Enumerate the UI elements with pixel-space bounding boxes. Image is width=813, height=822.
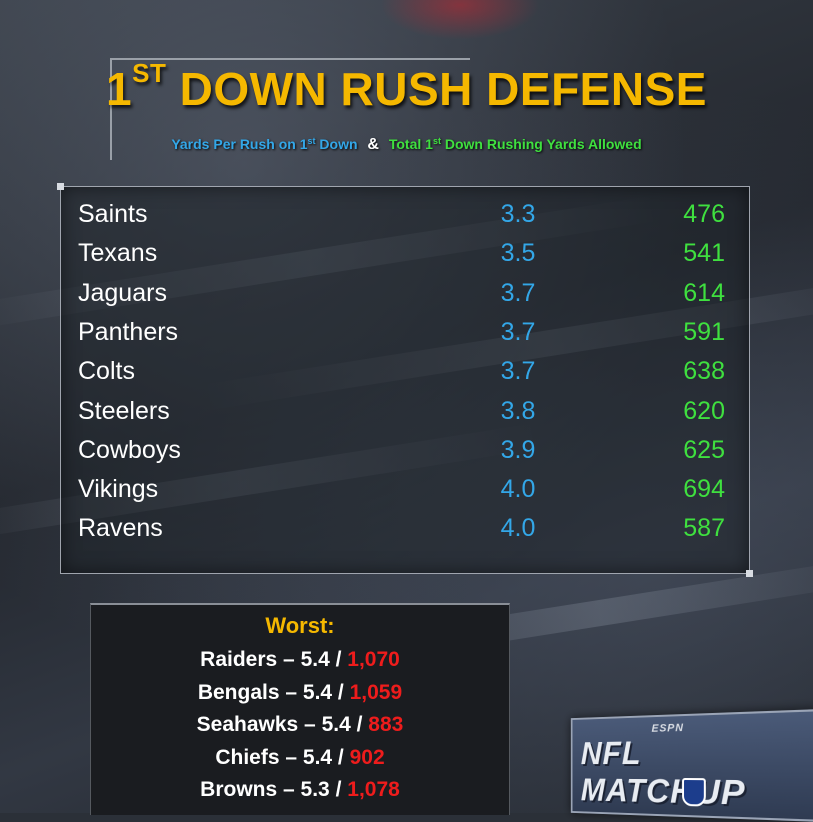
worst-separator: – — [277, 778, 301, 801]
worst-row: Seahawks – 5.4 / 883 — [91, 713, 509, 737]
yards-per-rush-value: 3.5 — [500, 239, 536, 268]
worst-separator: – — [279, 680, 303, 704]
table-row: Cowboys 3.9 625 — [61, 436, 749, 475]
total-yards-value: 694 — [683, 475, 725, 504]
worst-yards-per-rush: 5.4 — [302, 745, 333, 769]
rankings-table: Saints 3.3 476 Texans 3.5 541 Jaguars 3.7 614 Pan… — [57, 183, 753, 577]
frame-line-top — [110, 58, 470, 60]
worst-row: Chiefs – 5.4 / 902 — [91, 746, 509, 770]
worst-yards-per-rush: 5.4 — [300, 648, 330, 671]
total-yards-value: 476 — [683, 200, 725, 228]
worst-team-name: Browns — [200, 778, 278, 801]
total-yards-value: 638 — [683, 357, 725, 386]
total-yards-value: 620 — [683, 396, 725, 425]
team-name: Vikings — [78, 475, 159, 504]
total-yards-value: 541 — [683, 239, 725, 268]
worst-team-name: Chiefs — [215, 745, 280, 769]
table-row: Steelers 3.8 620 — [61, 397, 749, 436]
team-name: Texans — [78, 239, 158, 268]
worst-row: Browns – 5.3 / 1,078 — [91, 778, 509, 802]
worst-total-yards: 1,059 — [349, 680, 403, 704]
worst-total-yards: 902 — [349, 745, 385, 769]
subtitle-ampersand: & — [367, 136, 379, 153]
worst-yards-per-rush: 5.4 — [321, 713, 351, 736]
table-row: Jaguars 3.7 614 — [61, 279, 749, 318]
total-yards-value: 614 — [683, 278, 725, 307]
chart-title: 1ST DOWN RUSH DEFENSE — [106, 58, 707, 115]
worst-slash: / — [329, 778, 348, 801]
worst-row: Bengals – 5.4 / 1,059 — [91, 681, 509, 705]
team-name: Colts — [78, 357, 135, 386]
team-name: Jaguars — [78, 278, 167, 307]
table-row: Vikings 4.0 694 — [61, 475, 749, 514]
yards-per-rush-value: 3.3 — [500, 200, 536, 228]
nfl-shield-icon — [682, 777, 706, 807]
yards-per-rush-value: 3.7 — [500, 317, 536, 346]
worst-slash: / — [332, 680, 350, 704]
worst-total-yards: 883 — [368, 713, 404, 736]
worst-team-name: Raiders — [200, 648, 278, 671]
worst-team-name: Bengals — [197, 680, 280, 704]
worst-team-name: Seahawks — [196, 713, 299, 736]
logo-network: ESPN — [651, 722, 684, 735]
yards-per-rush-value: 4.0 — [500, 514, 536, 543]
chart-subtitle: Yards Per Rush on 1st Down & Total 1st D… — [0, 136, 813, 154]
worst-total-yards: 1,078 — [347, 778, 400, 801]
table-row: Texans 3.5 541 — [61, 239, 749, 278]
worst-slash: / — [350, 713, 369, 736]
worst-slash: / — [329, 648, 348, 671]
worst-total-yards: 1,070 — [347, 648, 400, 671]
worst-slash: / — [332, 745, 350, 769]
worst-row: Raiders – 5.4 / 1,070 — [91, 648, 509, 672]
table-row: Panthers 3.7 591 — [61, 318, 749, 357]
worst-yards-per-rush: 5.4 — [302, 680, 333, 704]
total-yards-value: 591 — [683, 317, 725, 346]
worst-separator: – — [279, 745, 303, 769]
worst-title: Worst: — [265, 613, 335, 638]
table-corner — [746, 570, 753, 577]
team-name: Steelers — [78, 396, 170, 425]
table-corner — [57, 183, 64, 190]
yards-per-rush-value: 3.8 — [500, 396, 536, 425]
yards-per-rush-value: 3.9 — [500, 435, 536, 464]
background-glow — [380, 0, 540, 40]
nfl-matchup-logo: ESPN NFL MATCHUP — [570, 709, 813, 822]
total-yards-value: 625 — [683, 435, 725, 464]
yards-per-rush-value: 3.7 — [500, 278, 536, 307]
team-name: Saints — [78, 200, 148, 228]
frame-line-left — [110, 58, 112, 160]
yards-per-rush-value: 3.7 — [500, 357, 536, 386]
team-name: Ravens — [78, 514, 163, 543]
subtitle-total-yards: Total 1st Down Rushing Yards Allowed — [388, 136, 642, 152]
total-yards-value: 587 — [683, 514, 725, 543]
team-name: Cowboys — [78, 435, 181, 464]
worst-yards-per-rush: 5.3 — [300, 778, 330, 801]
worst-panel: Worst: Raiders – 5.4 / 1,070 Bengals – 5.… — [90, 603, 510, 815]
table-row: Saints 3.3 476 — [61, 200, 749, 239]
subtitle-yards-per-rush: Yards Per Rush on 1st Down — [171, 136, 358, 152]
team-name: Panthers — [78, 317, 179, 346]
table-row: Colts 3.7 638 — [61, 357, 749, 396]
yards-per-rush-value: 4.0 — [500, 475, 536, 504]
worst-separator: – — [298, 713, 322, 736]
worst-separator: – — [277, 648, 301, 671]
table-row: Ravens 4.0 587 — [61, 514, 749, 553]
